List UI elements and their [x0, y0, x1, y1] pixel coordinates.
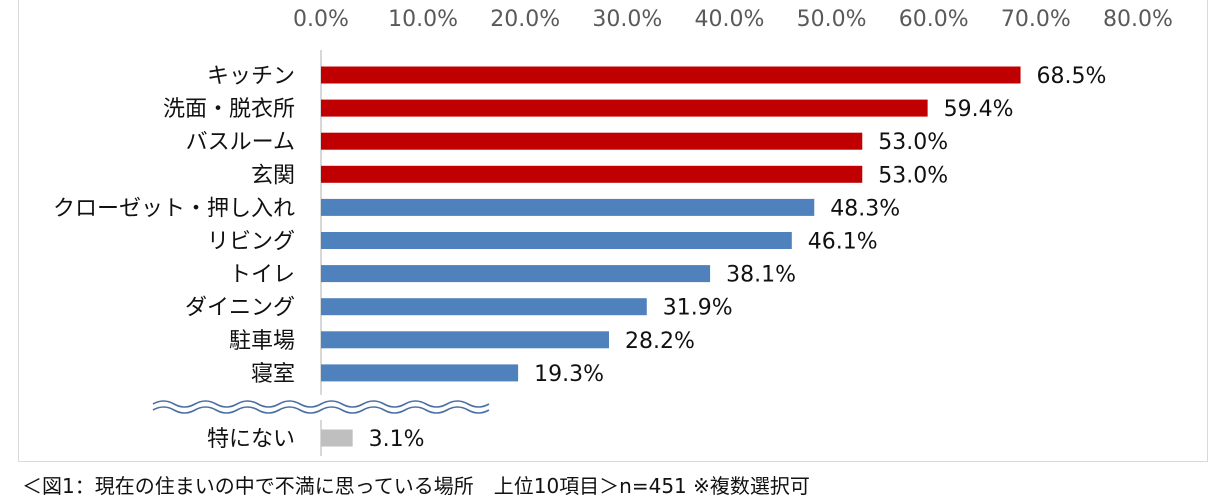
data-label: 3.1%	[369, 427, 425, 452]
bar	[321, 265, 711, 283]
bar-chart: 0.0% 10.0% 20.0% 30.0% 40.0% 50.0% 60.0% 70.0% 8…	[53, 7, 1173, 456]
figure-caption: ＜図1：現在の住まいの中で不満に思っている場所 上位10項目＞n=451 ※複数…	[22, 474, 810, 498]
x-tick-label: 60.0%	[899, 7, 969, 32]
data-label: 19.3%	[534, 362, 604, 387]
x-tick-label: 10.0%	[388, 7, 458, 32]
bar	[321, 99, 928, 117]
bar	[321, 429, 353, 447]
data-label: 38.1%	[726, 263, 796, 288]
x-tick-label: 70.0%	[1001, 7, 1071, 32]
bar	[321, 66, 1021, 84]
category-label: キッチン	[207, 64, 295, 89]
category-label: 玄関	[251, 163, 295, 188]
data-label: 53.0%	[878, 130, 948, 155]
data-label: 46.1%	[808, 230, 878, 255]
category-label: トイレ	[229, 263, 295, 288]
data-label: 59.4%	[944, 97, 1014, 122]
category-label: 寝室	[251, 362, 295, 387]
data-label: 53.0%	[878, 163, 948, 188]
category-label: ダイニング	[185, 296, 295, 321]
bar	[321, 132, 863, 150]
data-label: 28.2%	[625, 329, 695, 354]
chart-frame	[18, 0, 1208, 462]
bar	[321, 298, 647, 316]
category-label: クローゼット・押し入れ	[53, 196, 295, 221]
data-label: 48.3%	[830, 196, 900, 221]
x-tick-label: 0.0%	[293, 7, 349, 32]
x-tick-label: 20.0%	[490, 7, 560, 32]
bar	[321, 198, 815, 216]
axis-break-wave	[152, 400, 490, 408]
category-label: リビング	[207, 230, 295, 255]
x-tick-label: 80.0%	[1103, 7, 1173, 32]
bar	[321, 331, 609, 349]
category-label: 駐車場	[229, 329, 295, 354]
x-tick-label: 40.0%	[695, 7, 765, 32]
x-tick-label: 50.0%	[797, 7, 867, 32]
category-label: バスルーム	[186, 130, 295, 155]
category-label: 洗面・脱衣所	[163, 97, 295, 122]
bar	[321, 364, 519, 382]
bar	[321, 232, 792, 249]
category-label: 特にない	[207, 427, 295, 452]
axis-break-wave	[152, 406, 490, 414]
bar	[321, 165, 863, 183]
x-tick-label: 30.0%	[592, 7, 662, 32]
data-label: 68.5%	[1037, 64, 1107, 89]
data-label: 31.9%	[663, 296, 733, 321]
